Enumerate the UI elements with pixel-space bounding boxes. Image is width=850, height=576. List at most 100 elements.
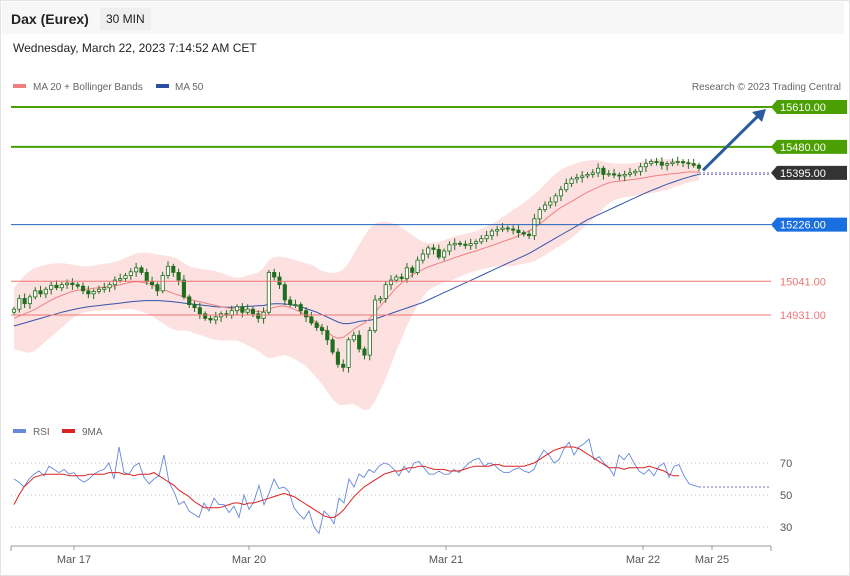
ma20-legend-label: MA 20 + Bollinger Bands (33, 82, 143, 93)
candle-body (606, 173, 611, 176)
candle-body (420, 253, 425, 261)
candle-body (314, 322, 319, 328)
candle-body (686, 162, 691, 165)
candle-body (468, 243, 473, 246)
candle-body (622, 173, 627, 177)
candle-body (288, 299, 293, 305)
rsi-panel: 70 50 30 (11, 438, 792, 535)
research-credit: Research © 2023 Trading Central (692, 82, 841, 93)
ma9-legend-swatch (62, 429, 75, 433)
candle-body (38, 290, 43, 295)
candle-body (558, 189, 563, 197)
level-label-15041.00: 15041.00 (780, 276, 826, 288)
candle-body (128, 271, 133, 276)
candle-body (410, 267, 415, 273)
ma9-legend-label: 9MA (82, 427, 103, 438)
level-label-15395.00: 15395.00 (780, 168, 826, 180)
candle-body (80, 285, 86, 292)
candle-body (245, 308, 250, 313)
candle-body (404, 267, 409, 279)
candle-body (75, 284, 80, 287)
candle-body (548, 201, 553, 206)
candle-body (367, 330, 372, 356)
candle-body (54, 284, 59, 289)
candle-body (234, 306, 240, 312)
candle-body (521, 232, 526, 235)
candle-body (43, 288, 48, 295)
candle-body (293, 304, 298, 306)
level-label-15226.00: 15226.00 (780, 220, 826, 232)
candle-body (70, 282, 75, 286)
level-label-14931.00: 14931.00 (780, 310, 826, 322)
candle-body (511, 228, 516, 231)
candle-body (452, 242, 457, 246)
x-tick-label: Mar 22 (626, 554, 660, 566)
timeframe-badge[interactable]: 30 MIN (100, 8, 151, 30)
ma50-legend-swatch (156, 84, 169, 88)
candle-body (489, 230, 494, 237)
candle-body (388, 279, 394, 286)
candle-body (181, 279, 186, 298)
candle-body (627, 172, 633, 175)
candle-body (335, 351, 340, 365)
candle-body (208, 317, 213, 321)
candle-body (11, 308, 17, 313)
candle-body (617, 174, 622, 177)
candle-body (139, 267, 144, 273)
candle-body (447, 244, 452, 252)
candle-body (633, 170, 638, 174)
candle-body (442, 250, 447, 258)
level-tag-15395.00 (771, 165, 847, 180)
candle-body (282, 284, 287, 301)
candle-body (203, 313, 208, 319)
candle-body (458, 242, 463, 245)
candle-body (150, 281, 155, 286)
projection-arrow-head (752, 109, 766, 122)
candle-body (325, 330, 330, 341)
candle-body (65, 282, 70, 286)
candle-body (213, 316, 218, 321)
candle-body (665, 163, 670, 166)
candle-body (580, 175, 585, 178)
candle-body (192, 304, 197, 309)
candle-body (91, 291, 96, 295)
candle-body (144, 272, 149, 283)
candle-body (107, 284, 112, 289)
candle-body (96, 288, 102, 292)
candle-body (33, 290, 38, 298)
candle-body (553, 195, 558, 203)
candle-body (27, 296, 32, 305)
x-tick-label: Mar 17 (57, 554, 91, 566)
candle-body (86, 290, 91, 295)
x-axis: Mar 17 Mar 20 Mar 21 Mar 22 Mar 25 (10, 546, 772, 566)
candle-body (399, 276, 404, 279)
candle-body (426, 247, 431, 255)
candle-body (165, 265, 171, 276)
candle-body (691, 163, 696, 166)
bollinger-band-area (14, 159, 699, 411)
candle-body (266, 272, 271, 313)
candle-body (123, 275, 128, 279)
candle-body (479, 238, 484, 243)
candle-body (272, 272, 277, 278)
candle-body (574, 177, 579, 180)
ma50-line (13, 173, 700, 327)
candle-body (670, 161, 675, 165)
ma9-line (13, 446, 679, 518)
candle-body (611, 173, 617, 176)
candle-body (330, 339, 335, 353)
candle-body (473, 241, 479, 245)
candle-body (564, 183, 569, 191)
candle-body (484, 235, 489, 240)
candle-body (176, 272, 181, 281)
chart-header: Dax (Eurex) 30 MIN (2, 2, 844, 34)
ma50-legend-label: MA 50 (175, 82, 204, 93)
candle-body (516, 229, 521, 233)
candle-body (49, 284, 54, 290)
candle-body (638, 166, 643, 172)
candle-body (256, 313, 261, 319)
price-levels: 15610.00 15480.00 15395.00 15226.00 15041.00… (11, 100, 847, 322)
rsi-line (13, 438, 700, 535)
candle-body (436, 249, 441, 258)
